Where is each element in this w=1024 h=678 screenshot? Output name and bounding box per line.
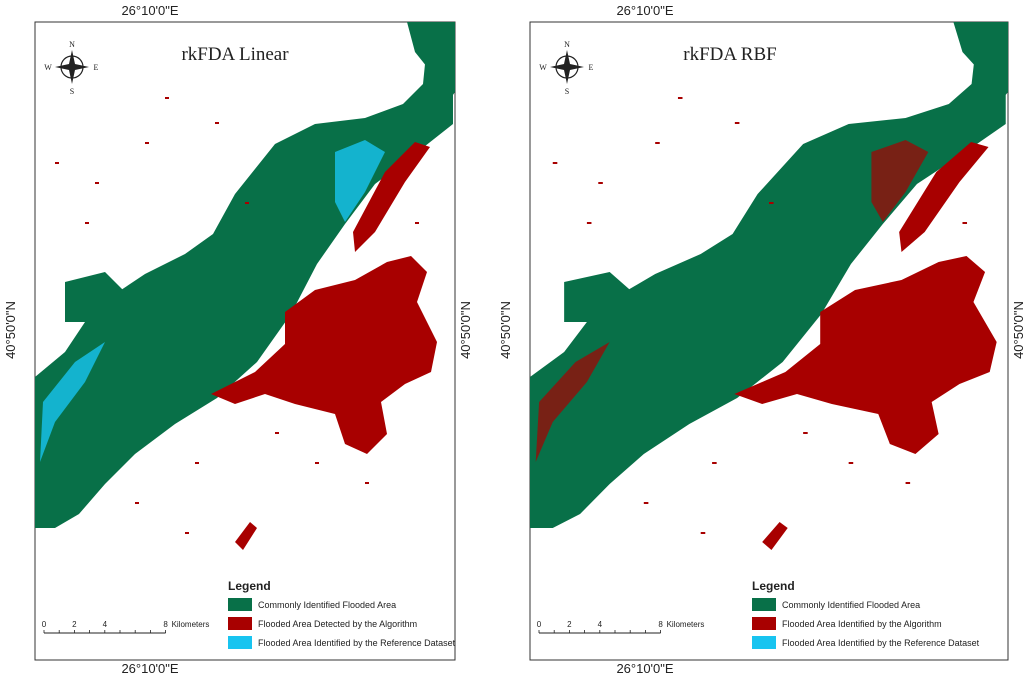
compass-star (550, 50, 584, 84)
scale-unit: Kilometers (667, 620, 705, 629)
compass-w: W (44, 63, 52, 72)
flooded-algorithm (211, 142, 437, 550)
flood-speck (185, 532, 189, 534)
compass-e: E (589, 63, 594, 72)
left-coordinate: 40°50'0"N (3, 301, 18, 359)
flood-speck (598, 182, 603, 184)
map-title: rkFDA RBF (683, 44, 776, 65)
flood-speck (145, 142, 149, 144)
top-coordinate: 26°10'0"E (616, 3, 673, 18)
flood-speck (245, 202, 249, 204)
legend-label: Flooded Area Identified by the Reference… (258, 638, 456, 648)
compass-n: N (564, 40, 570, 49)
legend-swatch (752, 598, 776, 611)
scale-label: 0 (537, 620, 542, 629)
flood-speck (85, 222, 89, 224)
compass-w: W (539, 63, 547, 72)
flood-speck (315, 462, 319, 464)
flood-speck (195, 462, 199, 464)
compass-n: N (69, 40, 75, 49)
legend-label: Commonly Identified Flooded Area (258, 600, 396, 610)
legend-label: Flooded Area Identified by the Algorithm (782, 619, 942, 629)
bottom-coordinate: 26°10'0"E (616, 661, 673, 676)
right-coordinate: 40°50'0"N (1011, 301, 1024, 359)
map-area (35, 22, 455, 550)
flooded-reference (40, 140, 385, 462)
scale-label: 0 (42, 620, 47, 629)
flood-speck (55, 162, 59, 164)
scale-unit: Kilometers (172, 620, 210, 629)
flood-speck (275, 432, 279, 434)
flood-speck (769, 202, 774, 204)
legend-label: Commonly Identified Flooded Area (782, 600, 920, 610)
flood-speck (552, 162, 558, 164)
legend-label: Flooded Area Identified by the Reference… (782, 638, 980, 648)
flood-speck (135, 502, 139, 504)
flood-speck (962, 222, 968, 224)
scale-label: 8 (658, 620, 663, 629)
flood-speck (905, 482, 911, 484)
right-coordinate: 40°50'0"N (458, 301, 473, 359)
legend-title: Legend (228, 579, 271, 593)
map-panel: rkFDA RBF N S W E Legend Commonly Identified F… (529, 21, 1009, 661)
bottom-coordinate: 26°10'0"E (121, 661, 178, 676)
top-coordinate: 26°10'0"E (121, 3, 178, 18)
flooded-algorithm (535, 140, 929, 462)
map-title: rkFDA Linear (181, 44, 289, 65)
flood-speck (415, 222, 419, 224)
flood-speck (712, 462, 717, 464)
flood-speck (365, 482, 369, 484)
scale-label: 4 (103, 620, 108, 629)
legend-swatch (228, 598, 252, 611)
scale-label: 2 (567, 620, 572, 629)
flood-speck (643, 502, 649, 504)
flood-speck (165, 97, 169, 99)
flood-speck (848, 462, 854, 464)
flood-speck (95, 182, 99, 184)
flood-speck (677, 97, 683, 99)
legend-swatch (228, 617, 252, 630)
scale-label: 4 (598, 620, 603, 629)
compass-s: S (70, 87, 74, 96)
scale-label: 2 (72, 620, 77, 629)
legend-swatch (752, 617, 776, 630)
left-coordinate: 40°50'0"N (498, 301, 513, 359)
flood-speck (215, 122, 219, 124)
legend-label: Flooded Area Detected by the Algorithm (258, 619, 417, 629)
scale-label: 8 (163, 620, 168, 629)
map-area (530, 22, 1008, 550)
compass-s: S (565, 87, 569, 96)
flood-speck (803, 432, 808, 434)
legend-swatch (228, 636, 252, 649)
flood-speck (734, 122, 740, 124)
flooded-algorithm (734, 142, 997, 550)
flood-speck (655, 142, 660, 144)
compass-star (55, 50, 89, 84)
legend-title: Legend (752, 579, 795, 593)
compass-e: E (94, 63, 99, 72)
flood-speck (586, 222, 592, 224)
flood-speck (700, 532, 706, 534)
legend-swatch (752, 636, 776, 649)
map-panel: rkFDA Linear N S W E Legend Commonly Identifie… (34, 21, 456, 661)
